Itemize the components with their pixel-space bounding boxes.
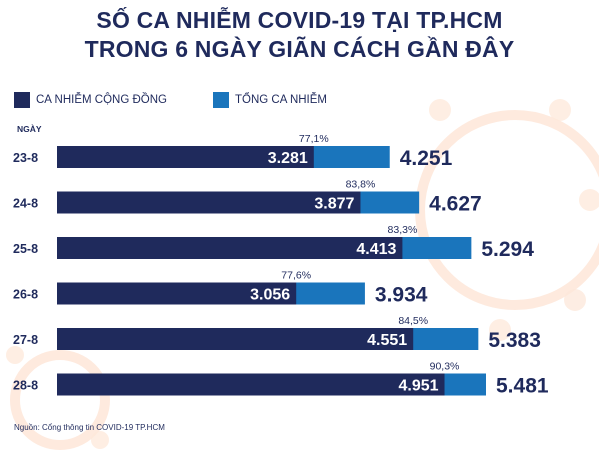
legend-swatch-total bbox=[213, 92, 229, 108]
value-label-total: 4.627 bbox=[429, 193, 482, 216]
legend-item-total: TỔNG CA NHIỄM bbox=[213, 92, 327, 108]
legend-label-community: CA NHIỄM CỘNG ĐỒNG bbox=[36, 94, 167, 106]
value-label-community: 3.056 bbox=[250, 287, 290, 304]
value-label-total: 4.251 bbox=[400, 147, 453, 170]
title-line-2: TRONG 6 NGÀY GIÃN CÁCH GẦN ĐÂY bbox=[84, 36, 515, 62]
y-axis-label: NGÀY bbox=[17, 124, 42, 134]
value-label-community: 4.413 bbox=[356, 241, 396, 258]
bar-community bbox=[57, 191, 361, 214]
value-label-total: 5.481 bbox=[496, 375, 549, 398]
bar-community bbox=[57, 328, 414, 350]
legend-swatch-community bbox=[14, 92, 30, 108]
bar-community bbox=[57, 146, 314, 168]
category-label: 26-8 bbox=[13, 288, 38, 302]
category-label: 24-8 bbox=[13, 197, 38, 211]
value-label-community: 4.551 bbox=[367, 332, 407, 349]
category-label: 27-8 bbox=[13, 333, 38, 347]
percent-label: 90,3% bbox=[430, 361, 460, 373]
category-label: 25-8 bbox=[13, 242, 38, 256]
bar-community bbox=[57, 373, 445, 396]
percent-label: 83,3% bbox=[388, 224, 418, 236]
percent-label: 77,6% bbox=[281, 270, 311, 282]
chart-title: SỐ CA NHIỄM COVID-19 TẠI TP.HCM TRONG 6 … bbox=[0, 6, 599, 64]
bar-community bbox=[57, 237, 403, 259]
percent-label: 84,5% bbox=[398, 315, 428, 327]
legend-label-total: TỔNG CA NHIỄM bbox=[235, 94, 328, 106]
percent-label: 77,1% bbox=[299, 133, 329, 145]
category-label: 23-8 bbox=[13, 151, 38, 165]
value-label-total: 3.934 bbox=[375, 284, 428, 307]
value-label-total: 5.383 bbox=[488, 329, 541, 352]
value-label-community: 3.281 bbox=[268, 150, 308, 167]
legend: CA NHIỄM CỘNG ĐỒNG TỔNG CA NHIỄM bbox=[0, 92, 599, 110]
value-label-community: 3.877 bbox=[314, 196, 354, 213]
source-note: Nguồn: Cổng thông tin COVID-19 TP.HCM bbox=[14, 423, 165, 432]
title-line-1: SỐ CA NHIỄM COVID-19 TẠI TP.HCM bbox=[96, 7, 503, 33]
bar-community bbox=[57, 282, 297, 305]
legend-item-community: CA NHIỄM CỘNG ĐỒNG bbox=[14, 92, 167, 108]
percent-label: 83,8% bbox=[346, 179, 376, 191]
category-label: 28-8 bbox=[13, 379, 38, 393]
value-label-community: 4.951 bbox=[398, 378, 438, 395]
value-label-total: 5.294 bbox=[481, 238, 534, 261]
